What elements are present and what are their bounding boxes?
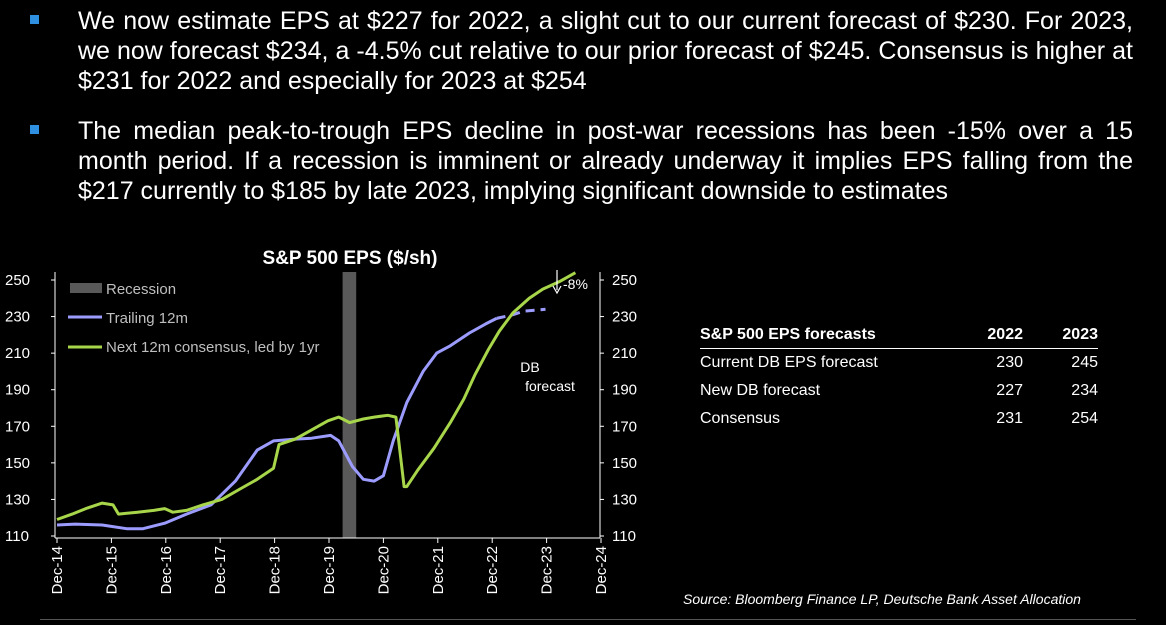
pct-cut-label: -8% [563,276,588,292]
table-row: Current DB EPS forecast 230 245 [700,349,1098,378]
y-tick-label-right: 170 [612,418,637,435]
annotations: -8% DB forecast [520,270,588,394]
x-tick-label: Dec-24 [593,546,610,594]
column-header-2023: 2023 [1023,324,1098,349]
y-tick-label: 170 [5,418,30,435]
y-tick-label-right: 210 [612,345,637,362]
x-tick-label: Dec-17 [212,546,229,594]
legend-label-trailing: Trailing 12m [106,310,188,327]
value-2023: 254 [1071,410,1098,427]
eps-chart: S&P 500 EPS ($/sh) 110 110 130 130 150 150 170… [5,248,637,594]
y-tick-label-right: 250 [612,272,637,289]
table-row: New DB forecast 227 234 [700,377,1098,405]
legend-swatch-recession [70,283,102,293]
bullet-eps-estimate: We now estimate EPS at $227 for 2022, a … [78,7,1133,95]
row-label: Current DB EPS forecast [700,354,878,371]
y-tick-label-right: 230 [612,309,637,326]
x-tick-label: Dec-14 [49,546,66,594]
divider [40,619,1136,620]
row-label: New DB forecast [700,382,821,399]
x-tick-label: Dec-15 [103,546,120,594]
source-note: Source: Bloomberg Finance LP, Deutsche B… [683,591,1081,607]
eps-forecast-table: S&P 500 EPS forecasts 2022 2023 Current … [700,324,1098,433]
table-row: Consensus 231 254 [700,405,1098,433]
db-forecast-label-line2: forecast [525,378,575,394]
value-2023: 234 [1071,382,1098,399]
y-tick-label: 190 [5,382,30,399]
value-2022: 230 [996,354,1023,371]
legend-label-recession: Recession [106,281,176,298]
series-line-next-12m-consensus-led-by-1yr [56,271,577,521]
chart-legend: Recession Trailing 12m Next 12m consensu… [68,281,319,356]
axes: 110 110 130 130 150 150 170 170 190 190 210 210 230 2… [5,272,637,594]
series-line-db-forecast [496,307,546,320]
value-2022: 231 [996,410,1023,427]
x-tick-label: Dec-19 [321,546,338,594]
y-tick-label-right: 130 [612,491,637,508]
y-tick-label: 210 [5,345,30,362]
y-tick-label-right: 190 [612,382,637,399]
series-layer [56,271,577,531]
x-tick-label: Dec-18 [267,546,284,594]
x-tick-label: Dec-16 [158,546,175,594]
row-label: Consensus [700,410,781,427]
bullet-recession-decline: The median peak-to-trough EPS decline in… [78,117,1133,205]
pct-arrow-head [552,285,562,295]
y-tick-label: 230 [5,309,30,326]
y-tick-label: 130 [5,491,30,508]
value-2023: 245 [1071,354,1098,371]
recession-layer [342,272,357,538]
y-tick-label-right: 150 [612,455,637,472]
recession-band [342,272,357,538]
bullet-marker [30,15,39,24]
y-tick-label: 150 [5,455,30,472]
x-tick-label: Dec-23 [539,546,556,594]
x-tick-label: Dec-20 [375,546,392,594]
x-tick-label: Dec-22 [484,546,501,594]
y-tick-label: 250 [5,272,30,289]
x-tick-label: Dec-21 [430,546,447,594]
chart-title: S&P 500 EPS ($/sh) [263,248,438,269]
db-forecast-label-line1: DB [520,359,539,375]
column-header-2022: 2022 [970,324,1023,349]
table-title: S&P 500 EPS forecasts [700,324,970,349]
y-tick-label: 110 [5,528,29,545]
series-line-trailing-12m [56,317,498,531]
value-2022: 227 [996,382,1023,399]
y-tick-label-right: 110 [612,528,636,545]
table-header-row: S&P 500 EPS forecasts 2022 2023 [700,324,1098,349]
bullet-marker [30,125,39,134]
legend-label-consensus: Next 12m consensus, led by 1yr [106,339,319,356]
